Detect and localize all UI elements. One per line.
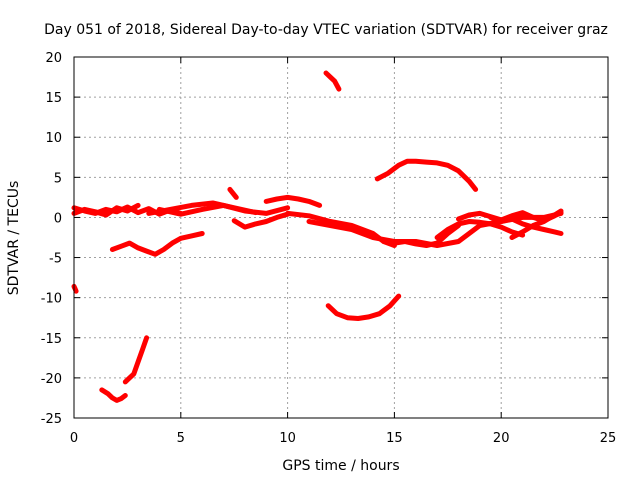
series-arc-15	[325, 293, 402, 321]
series-arc-8	[156, 202, 291, 217]
x-tick-label: 20	[493, 431, 510, 446]
series-arc-17	[381, 223, 461, 248]
axis-ticks	[73, 56, 609, 419]
series-arc-6	[109, 231, 205, 257]
y-tick-label: 10	[45, 131, 62, 146]
gridlines	[74, 57, 608, 418]
x-tick-label: 5	[177, 431, 185, 446]
x-tick-label: 10	[279, 431, 296, 446]
plot-frame	[73, 56, 609, 419]
y-tick-label: 0	[54, 211, 62, 226]
y-tick-label: -15	[41, 332, 62, 347]
y-tick-label: -5	[49, 252, 62, 267]
x-tick-label: 15	[386, 431, 403, 446]
series-arc-18	[434, 219, 526, 240]
series-arc-3	[71, 202, 141, 218]
series-arc-11	[263, 194, 323, 208]
x-tick-label: 0	[70, 431, 78, 446]
data-series	[71, 70, 564, 403]
y-tick-label: -25	[41, 412, 62, 427]
series-arc-4	[99, 387, 128, 403]
chart-title: Day 051 of 2018, Sidereal Day-to-day VTE…	[44, 22, 608, 38]
series-arc-9	[227, 186, 239, 200]
series-arc-20	[488, 214, 564, 236]
y-tick-label: -10	[41, 292, 62, 307]
y-tick-label: 5	[54, 171, 62, 186]
y-tick-label: 20	[45, 51, 62, 66]
series-arc-5	[122, 335, 150, 385]
series-arc-10	[231, 211, 291, 230]
x-tick-label: 25	[600, 431, 617, 446]
x-axis-title: GPS time / hours	[282, 458, 399, 474]
tick-labels: 0 5 10 15 20 25 -25 -20 -15 -10 -5 0 5 10 15 20	[41, 51, 617, 446]
series-arc-16	[374, 158, 479, 192]
y-tick-label: 15	[45, 91, 62, 106]
y-tick-label: -20	[41, 372, 62, 387]
series-arc-21	[509, 208, 564, 240]
y-axis-title: SDTVAR / TECUs	[6, 181, 22, 296]
series-arc-14	[323, 70, 342, 92]
